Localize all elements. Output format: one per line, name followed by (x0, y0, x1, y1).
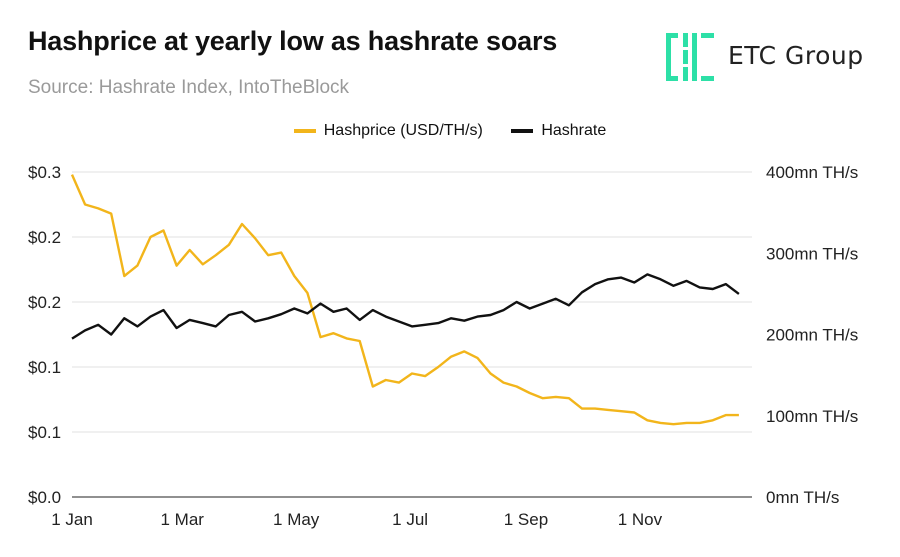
legend-label-hashprice: Hashprice (USD/TH/s) (323, 122, 483, 139)
y-left-tick-label: $0.3 (28, 163, 61, 182)
y-left-tick-label: $0.1 (28, 423, 61, 442)
chart-legend: Hashprice (USD/TH/s) Hashrate (0, 120, 900, 140)
y-right-tick-label: 0mn TH/s (766, 488, 839, 507)
x-tick-label: 1 May (273, 510, 320, 529)
y-left-tick-label: $0.0 (28, 488, 61, 507)
y-right-tick-label: 200mn TH/s (766, 326, 858, 345)
legend-label-hashrate: Hashrate (541, 122, 607, 139)
legend-item-hashprice: Hashprice (USD/TH/s) (293, 122, 483, 140)
y-right-tick-label: 400mn TH/s (766, 163, 858, 182)
y-right-tick-label: 300mn TH/s (766, 244, 858, 263)
y-right-tick-label: 100mn TH/s (766, 407, 858, 426)
legend-swatch-hashrate (511, 129, 534, 133)
chart-subtitle: Source: Hashrate Index, IntoTheBlock (28, 77, 350, 98)
legend-item-hashrate: Hashrate (511, 122, 606, 140)
y-left-tick-label: $0.2 (28, 293, 61, 312)
x-tick-label: 1 Nov (618, 510, 663, 529)
legend-swatch-hashprice (293, 129, 316, 133)
chart-title: Hashprice at yearly low as hashrate soar… (28, 26, 558, 56)
hashprice-series-line (70, 174, 739, 426)
x-tick-label: 1 Mar (160, 510, 204, 529)
x-tick-label: 1 Jan (51, 510, 93, 529)
y-left-tick-label: $0.1 (28, 358, 61, 377)
etc-group-logo: ETC Group (666, 33, 886, 81)
hashrate-series-line (71, 273, 740, 340)
y-left-tick-label: $0.2 (28, 228, 61, 247)
x-tick-label: 1 Jul (392, 510, 428, 529)
x-tick-label: 1 Sep (504, 510, 548, 529)
etc-group-logo-icon (666, 33, 714, 81)
logo-text: ETC Group (728, 41, 864, 70)
